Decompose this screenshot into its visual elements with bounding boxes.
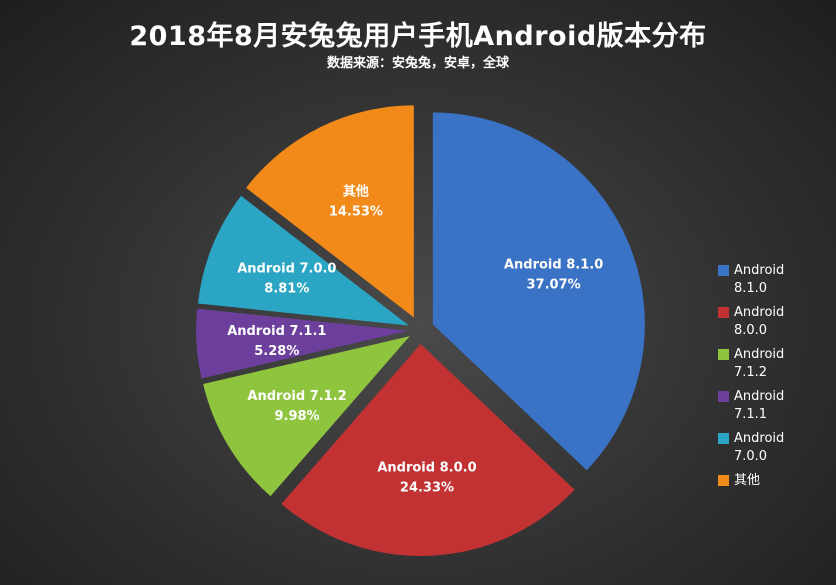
- pie-slice-2: [203, 336, 410, 497]
- legend-swatch: [718, 433, 729, 444]
- pie-slice-3: [196, 308, 409, 379]
- slice-value-label-0: 37.07%: [527, 278, 581, 293]
- slice-label-0: Android 8.1.0: [504, 258, 603, 273]
- legend-item-5: 其他: [718, 472, 828, 490]
- legend-item-2: Android 7.1.2: [718, 346, 828, 382]
- pie-slice-5: [246, 105, 414, 318]
- slice-label-1: Android 8.0.0: [377, 460, 476, 475]
- slice-value-label-5: 14.53%: [329, 204, 383, 219]
- slice-value-label-1: 24.33%: [400, 480, 454, 495]
- pie-slice-1: [281, 343, 575, 556]
- chart-legend: Android 8.1.0 Android 8.0.0 Android 7.1.2 A…: [718, 262, 828, 496]
- legend-item-4: Android 7.0.0: [718, 430, 828, 466]
- legend-item-1: Android 8.0.0: [718, 304, 828, 340]
- legend-item-0: Android 8.1.0: [718, 262, 828, 298]
- legend-swatch: [718, 391, 729, 402]
- chart-title: 2018年8月安兔兔用户手机Android版本分布: [129, 21, 707, 52]
- pie-slice-4: [198, 195, 409, 326]
- slice-value-label-2: 9.98%: [274, 409, 319, 424]
- legend-swatch: [718, 475, 729, 486]
- legend-swatch: [718, 265, 729, 276]
- legend-label: 其他: [734, 473, 761, 488]
- legend-label: Android 8.0.0: [734, 305, 785, 338]
- slice-label-2: Android 7.1.2: [247, 389, 346, 404]
- slice-value-label-3: 5.28%: [254, 344, 299, 359]
- slice-label-3: Android 7.1.1: [227, 324, 326, 339]
- pie-slice-0: [432, 112, 645, 471]
- slice-value-label-4: 8.81%: [264, 282, 309, 297]
- legend-swatch: [718, 307, 729, 318]
- chart-subtitle: 数据来源：安兔兔，安卓，全球: [326, 56, 509, 71]
- legend-label: Android 7.0.0: [734, 431, 785, 464]
- slice-label-5: 其他: [343, 183, 369, 199]
- legend-swatch: [718, 349, 729, 360]
- legend-label: Android 7.1.2: [734, 347, 785, 380]
- legend-label: Android 7.1.1: [734, 389, 785, 422]
- slice-label-4: Android 7.0.0: [237, 262, 336, 277]
- legend-item-3: Android 7.1.1: [718, 388, 828, 424]
- legend-label: Android 8.1.0: [734, 263, 785, 296]
